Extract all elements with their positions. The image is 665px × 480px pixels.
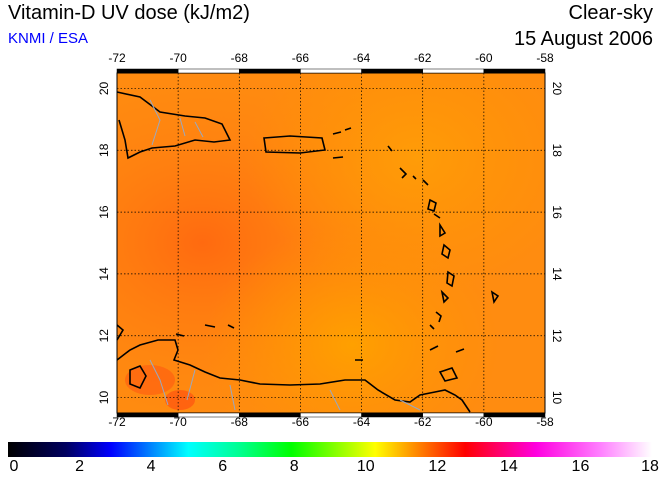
map-frame [116, 68, 546, 418]
lat-tick-label: 20 [550, 82, 564, 96]
abc-islands [175, 324, 235, 337]
lon-tick-label: -60 [475, 51, 493, 65]
lon-tick-label: -64 [353, 415, 371, 429]
colorbar-label: 4 [146, 458, 156, 475]
frame-bar [422, 68, 485, 74]
lon-tick-label: -68 [231, 415, 249, 429]
lon-tick-label: -70 [169, 415, 187, 429]
lon-tick-label: -68 [231, 51, 249, 65]
lon-tick-label: -72 [108, 51, 126, 65]
frame-bar [177, 68, 240, 74]
colorbar-label: 14 [499, 458, 518, 475]
colorbar-label: 6 [218, 458, 228, 475]
lon-tick-label: -66 [292, 415, 310, 429]
lon-tick-label: -64 [353, 51, 371, 65]
lat-tick-label: 12 [97, 329, 111, 343]
condition-label: Clear-sky [568, 2, 653, 24]
credit-label: KNMI / ESA [8, 30, 89, 47]
uv-field [117, 73, 545, 413]
lat-tick-label: 18 [97, 143, 111, 157]
lon-tick-label: -58 [536, 415, 554, 429]
lon-tick-label: -70 [169, 51, 187, 65]
lon-tick-label: -58 [536, 51, 554, 65]
colorbar-label: 16 [571, 458, 590, 475]
lat-tick-label: 14 [97, 267, 111, 281]
frame-bar [483, 412, 546, 418]
lon-tick-label: -60 [475, 415, 493, 429]
lake-maracaibo [129, 365, 147, 390]
colorbar [8, 442, 652, 457]
lat-tick-label: 10 [97, 391, 111, 405]
colorbar-label: 12 [428, 458, 447, 475]
lat-tick-label: 18 [550, 144, 564, 158]
lat-tick-label: 20 [97, 81, 111, 95]
virgin-islands [332, 127, 352, 159]
lon-tick-label: -62 [414, 415, 432, 429]
colorbar-label: 0 [9, 458, 19, 475]
lat-tick-label: 14 [550, 267, 564, 281]
colorbar-label: 8 [289, 458, 299, 475]
colorbar-label: 10 [356, 458, 375, 475]
puerto-rico-coast [263, 135, 326, 154]
borders [149, 99, 421, 411]
hispaniola-coast [116, 91, 232, 160]
lon-tick-label: -62 [414, 51, 432, 65]
coastlines [116, 91, 500, 413]
map-title: Vitamin-D UV dose (kJ/m2) [8, 2, 250, 24]
lat-tick-label: 16 [97, 205, 111, 219]
lat-tick-label: 10 [550, 391, 564, 405]
lat-tick-label: 16 [550, 205, 564, 219]
colorbar-label: 2 [75, 458, 84, 475]
margarita-trinidad [355, 345, 465, 382]
colorbar-label: 18 [641, 458, 659, 475]
lon-tick-label: -66 [292, 51, 310, 65]
date-label: 15 August 2006 [513, 28, 653, 50]
lesser-antilles [387, 145, 500, 330]
frame-bar [300, 68, 362, 74]
south-american-coast [116, 324, 471, 413]
lon-tick-label: -72 [108, 415, 126, 429]
frame-bar [483, 68, 546, 74]
frame-bar [116, 68, 179, 74]
frame-bar [239, 68, 301, 74]
frame-bar [361, 68, 423, 74]
lat-tick-label: 12 [550, 329, 564, 343]
